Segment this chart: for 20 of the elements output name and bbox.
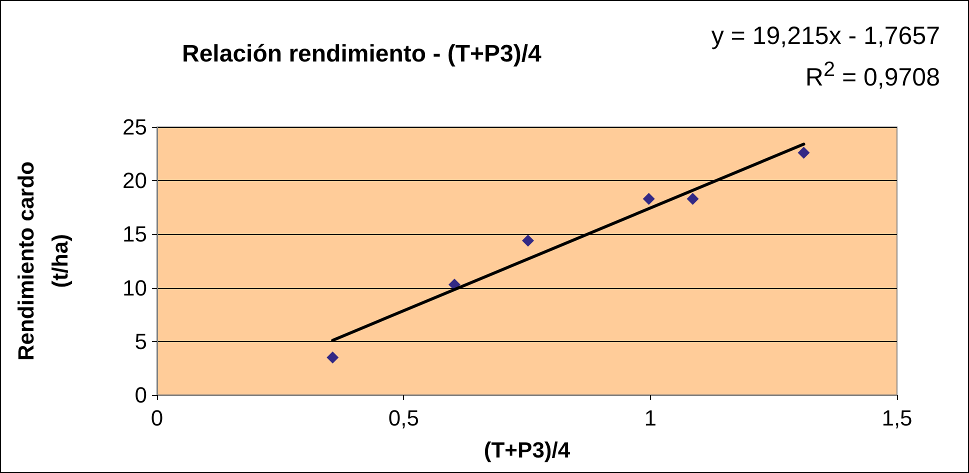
y-tick-label: 20 — [122, 168, 147, 194]
text: R$^{2}$ = 0,9708 — [804, 57, 940, 94]
chart-title: Relación rendimiento - (T+P3)/4 — [182, 40, 542, 68]
y-tick-label: 5 — [134, 328, 147, 354]
point — [642, 192, 655, 205]
point — [326, 351, 339, 364]
y-tick-label: 15 — [122, 222, 147, 247]
y-axis-title: Rendimiento cardo (t/ha) — [14, 161, 72, 361]
point — [798, 146, 810, 159]
x-tick-label: 0 — [150, 406, 164, 430]
y-tick-label: 25 — [122, 114, 147, 140]
y-tick-label: 10 — [122, 275, 147, 300]
x-axis-title: (T+P3)/4 — [484, 438, 571, 462]
y-tick-label: 0 — [134, 382, 147, 408]
point — [522, 234, 534, 247]
x-tick-label: 1 — [644, 406, 656, 430]
x-tick-label: 0,5 — [388, 406, 419, 430]
point — [686, 192, 699, 205]
text: y = 19,215x - 1,7657 — [711, 21, 940, 52]
x-tick-label: 1,5 — [882, 406, 912, 430]
